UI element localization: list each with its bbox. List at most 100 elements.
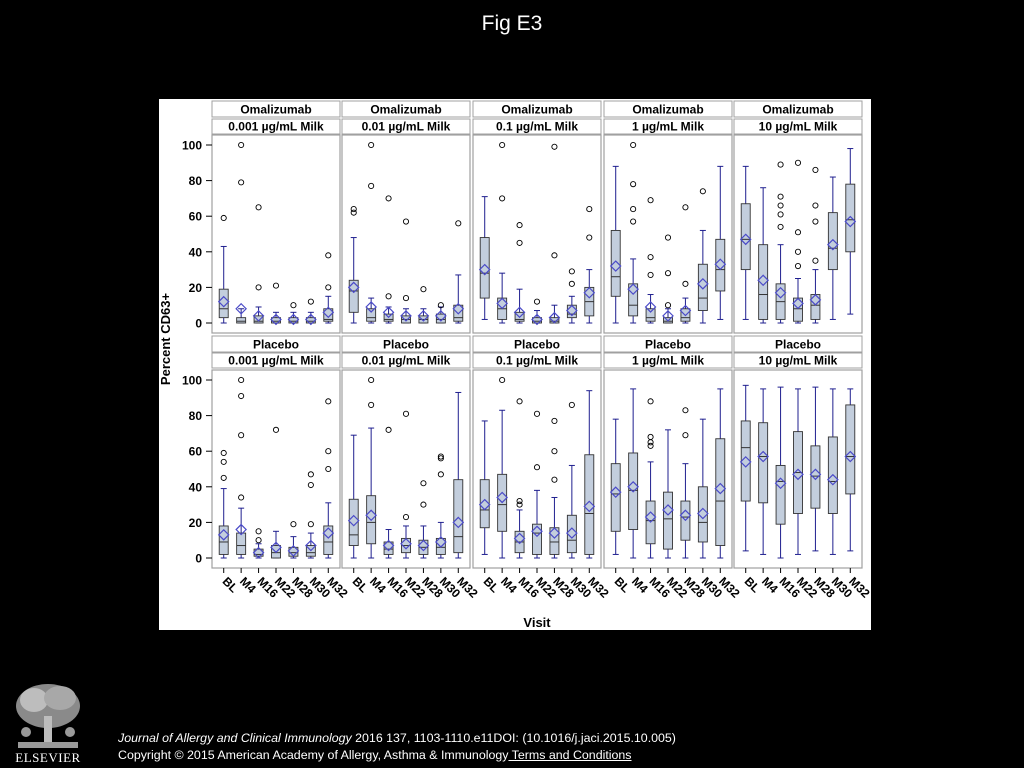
outlier-point <box>777 202 784 209</box>
box-bl <box>217 214 230 324</box>
mean-marker <box>714 258 727 271</box>
mean-marker <box>452 516 465 529</box>
outlier-point <box>499 376 506 384</box>
mean-marker <box>627 480 639 493</box>
terms-and-conditions-link[interactable]: Terms and Conditions <box>508 748 632 762</box>
outlier-point <box>307 521 314 528</box>
mean-marker <box>548 311 561 324</box>
y-tick-label: 0 <box>195 317 202 331</box>
iqr-box <box>740 420 751 502</box>
outlier-point <box>551 252 558 259</box>
outlier-point <box>325 465 332 473</box>
box-m22 <box>662 429 674 559</box>
iqr-box <box>697 486 708 543</box>
outlier-point <box>777 211 784 218</box>
mean-marker <box>417 310 430 322</box>
outlier-point <box>647 442 654 449</box>
outlier-point <box>420 286 427 293</box>
iqr-box <box>253 315 264 324</box>
mean-marker <box>792 468 804 481</box>
outlier-point <box>385 293 392 300</box>
iqr-box <box>323 525 334 555</box>
box-m22 <box>792 159 804 324</box>
outlier-point <box>647 398 654 405</box>
panel-omalizumab-1: Omalizumab 0.001 µg/mL Milk 0 20 40 60 80 100 <box>182 100 341 334</box>
outlier-point <box>325 252 332 259</box>
mean-marker <box>774 477 787 490</box>
mean-marker <box>496 491 508 504</box>
outlier-point <box>812 166 819 173</box>
box-bl <box>739 165 752 320</box>
mean-marker <box>235 523 247 536</box>
outlier-point <box>220 214 227 222</box>
outlier-point <box>368 141 375 149</box>
panel-omalizumab-3: Omalizumab 0.1 µg/mL Milk <box>472 100 602 334</box>
box-m32 <box>714 165 727 320</box>
outlier-point <box>272 282 280 289</box>
mean-marker <box>270 541 282 554</box>
outlier-point <box>551 143 558 150</box>
iqr-box <box>715 238 726 292</box>
iqr-box <box>566 514 577 554</box>
x-axis-title: Visit <box>523 615 551 630</box>
panel-group-header <box>733 100 863 118</box>
journal-name: Journal of Allergy and Clinical Immunolo… <box>118 731 352 745</box>
outlier-point <box>238 179 245 186</box>
iqr-box <box>236 532 247 555</box>
panel-group-label: Placebo <box>645 338 691 352</box>
box-m22 <box>531 298 543 326</box>
panel-condition-header <box>341 352 471 369</box>
mean-marker <box>531 313 543 326</box>
outlier-point <box>437 471 444 478</box>
outlier-point <box>220 449 227 457</box>
box-m16 <box>644 197 657 324</box>
box-bl <box>478 420 491 555</box>
panel-group-label: Placebo <box>253 338 299 352</box>
outlier-point <box>551 417 558 424</box>
mean-marker <box>322 306 335 319</box>
mean-marker <box>305 313 317 326</box>
mean-marker <box>382 539 395 552</box>
box-m28 <box>679 204 692 324</box>
figure-title: Fig E3 <box>481 12 543 35</box>
mean-marker <box>400 310 412 322</box>
outlier-point <box>307 481 314 489</box>
iqr-box <box>271 317 281 324</box>
citation-details: 2016 137, 1103-1110.e11DOI: (10.1016/j.j… <box>351 731 676 745</box>
mean-marker <box>697 507 709 520</box>
mean-marker <box>583 500 596 513</box>
outlier-point <box>516 222 523 229</box>
mean-marker <box>644 511 657 523</box>
panel-group-label: Omalizumab <box>370 103 441 117</box>
outlier-point <box>551 476 558 483</box>
outlier-point <box>812 218 819 225</box>
iqr-box <box>383 541 394 555</box>
y-tick-label: 100 <box>182 374 202 388</box>
outlier-point <box>238 494 245 501</box>
outlier-point <box>533 410 541 417</box>
outlier-point <box>402 295 410 302</box>
panel-frame <box>603 134 733 334</box>
y-tick-label: 40 <box>189 245 203 259</box>
panel-omalizumab-2: Omalizumab 0.01 µg/mL Milk <box>341 100 471 334</box>
copyright-line: Copyright © 2015 American Academy of All… <box>118 747 676 764</box>
mean-marker <box>235 302 247 315</box>
panel-frame <box>472 134 602 334</box>
outlier-point <box>255 204 262 211</box>
y-tick-label: 20 <box>189 516 203 530</box>
panel-group-label: Placebo <box>775 338 821 352</box>
iqr-box <box>663 491 673 550</box>
mean-marker <box>679 509 692 522</box>
panel-condition-header <box>472 352 602 369</box>
panel-group-header <box>603 335 733 353</box>
outlier-point <box>568 280 575 287</box>
panel-condition-label: 1 µg/mL Milk <box>632 354 704 368</box>
mean-marker <box>400 537 412 550</box>
box-m30 <box>697 418 709 559</box>
mean-marker <box>365 301 377 313</box>
mean-marker <box>347 514 360 527</box>
outlier-point <box>664 302 672 309</box>
outlier-point <box>499 195 506 202</box>
